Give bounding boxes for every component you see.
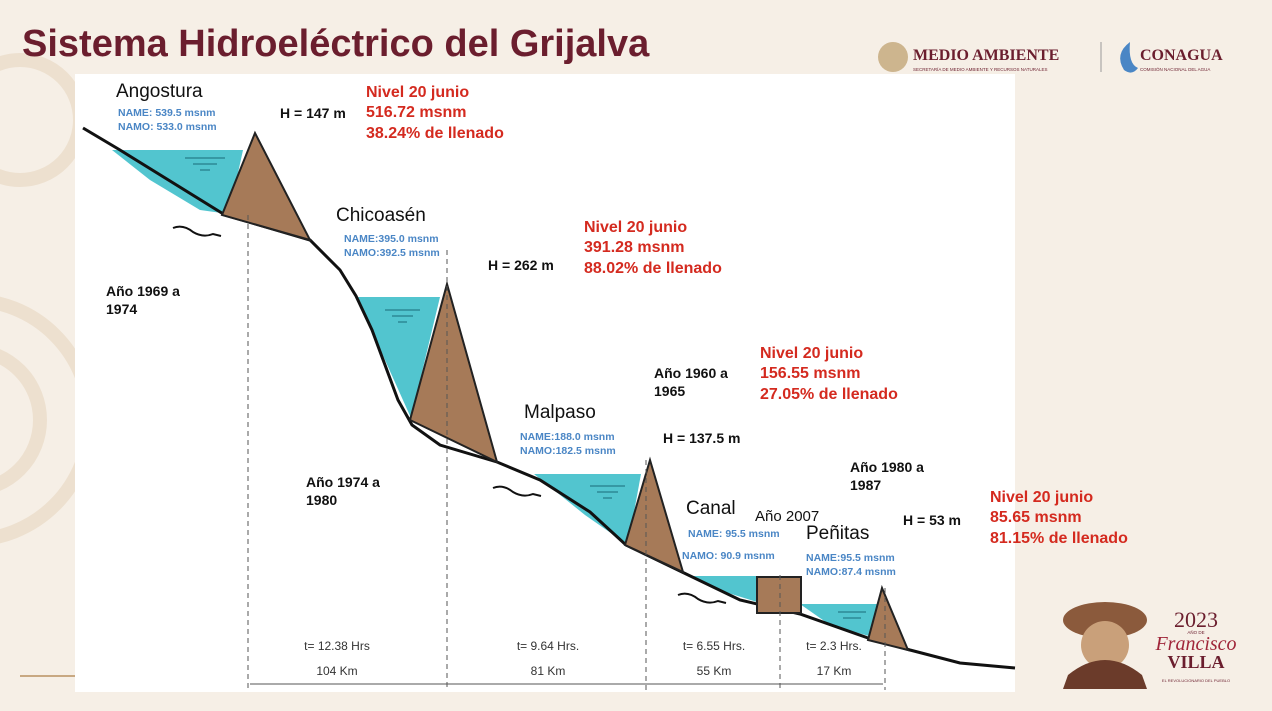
height: H = 137.5 m	[663, 430, 740, 446]
level: 516.72 msnm	[366, 104, 467, 121]
badge-prefix: AÑO DE	[1187, 629, 1204, 635]
dam-name: Malpaso	[524, 402, 596, 423]
labels: Angostura NAME: 539.5 msnm NAMO: 533.0 m…	[106, 81, 1128, 578]
years: 1980	[306, 492, 337, 508]
segment-distance: 55 Km	[697, 664, 732, 678]
years: Año 1969 a	[106, 283, 180, 299]
segment-distance: 17 Km	[817, 664, 852, 678]
logo-text: CONAGUA	[1140, 47, 1223, 64]
name-level: NAME: 95.5 msnm	[688, 528, 780, 540]
logo-subtext: SECRETARÍA DE MEDIO AMBIENTE Y RECURSOS …	[913, 66, 1047, 72]
fill: 38.24% de llenado	[366, 125, 504, 142]
level-title: Nivel 20 junio	[366, 84, 469, 101]
fill: 27.05% de llenado	[760, 386, 898, 403]
fill: 88.02% de llenado	[584, 260, 722, 277]
height: H = 147 m	[280, 105, 346, 121]
years: 1974	[106, 301, 137, 317]
dividers	[247, 215, 886, 690]
fill: 81.15% de llenado	[990, 530, 1128, 547]
segment-time: t= 9.64 Hrs.	[517, 639, 579, 653]
dam-name: Peñitas	[806, 523, 869, 544]
logo-medio-ambiente: MEDIO AMBIENTE SECRETARÍA DE MEDIO AMBIE…	[878, 42, 1223, 73]
dam-name: Angostura	[116, 81, 203, 102]
segment-time: t= 12.38 Hrs	[304, 639, 370, 653]
namo-level: NAMO: 533.0 msnm	[118, 121, 217, 133]
segment-time: t= 2.3 Hrs.	[806, 639, 862, 653]
level: 85.65 msnm	[990, 509, 1082, 526]
segment-distance: 104 Km	[316, 664, 357, 678]
segment-distance: 81 Km	[531, 664, 566, 678]
dam-name: Canal	[686, 498, 736, 519]
dam-name: Chicoasén	[336, 205, 426, 226]
name-level: NAME:188.0 msnm	[520, 431, 615, 443]
segments: t= 12.38 Hrs 104 Km t= 9.64 Hrs. 81 Km t…	[304, 639, 862, 678]
level: 156.55 msnm	[760, 365, 861, 382]
level-title: Nivel 20 junio	[990, 489, 1093, 506]
logo-subtext: COMISIÓN NACIONAL DEL AGUA	[1140, 66, 1210, 72]
badge-name: VILLA	[1167, 652, 1224, 672]
years: Año 1960 a	[654, 365, 728, 381]
namo-level: NAMO: 90.9 msnm	[682, 550, 775, 562]
level-title: Nivel 20 junio	[584, 219, 687, 236]
namo-level: NAMO:392.5 msnm	[344, 247, 440, 259]
badge-name: Francisco	[1154, 633, 1236, 655]
height: H = 262 m	[488, 257, 554, 273]
years: 1965	[654, 383, 685, 399]
segment-time: t= 6.55 Hrs.	[683, 639, 745, 653]
name-level: NAME: 539.5 msnm	[118, 107, 215, 119]
badge-subtitle: EL REVOLUCIONARIO DEL PUEBLO	[1162, 678, 1230, 683]
height: H = 53 m	[903, 512, 961, 528]
title: Sistema Hidroeléctrico del Grijalva	[22, 23, 650, 65]
namo-level: NAMO:182.5 msnm	[520, 445, 616, 457]
namo-level: NAMO:87.4 msnm	[806, 566, 896, 578]
name-level: NAME:95.5 msnm	[806, 552, 895, 564]
years: 1987	[850, 477, 881, 493]
years: Año 1974 a	[306, 474, 380, 490]
name-level: NAME:395.0 msnm	[344, 233, 439, 245]
flow-arrows	[172, 225, 727, 604]
years: Año 1980 a	[850, 459, 924, 475]
logo-text: MEDIO AMBIENTE	[913, 47, 1059, 64]
badge: 2023 AÑO DE Francisco VILLA EL REVOLUCIO…	[1063, 602, 1237, 689]
badge-year: 2023	[1174, 607, 1218, 632]
level: 391.28 msnm	[584, 239, 685, 256]
level-title: Nivel 20 junio	[760, 345, 863, 362]
dams	[220, 130, 910, 652]
years: Año 2007	[755, 508, 819, 525]
